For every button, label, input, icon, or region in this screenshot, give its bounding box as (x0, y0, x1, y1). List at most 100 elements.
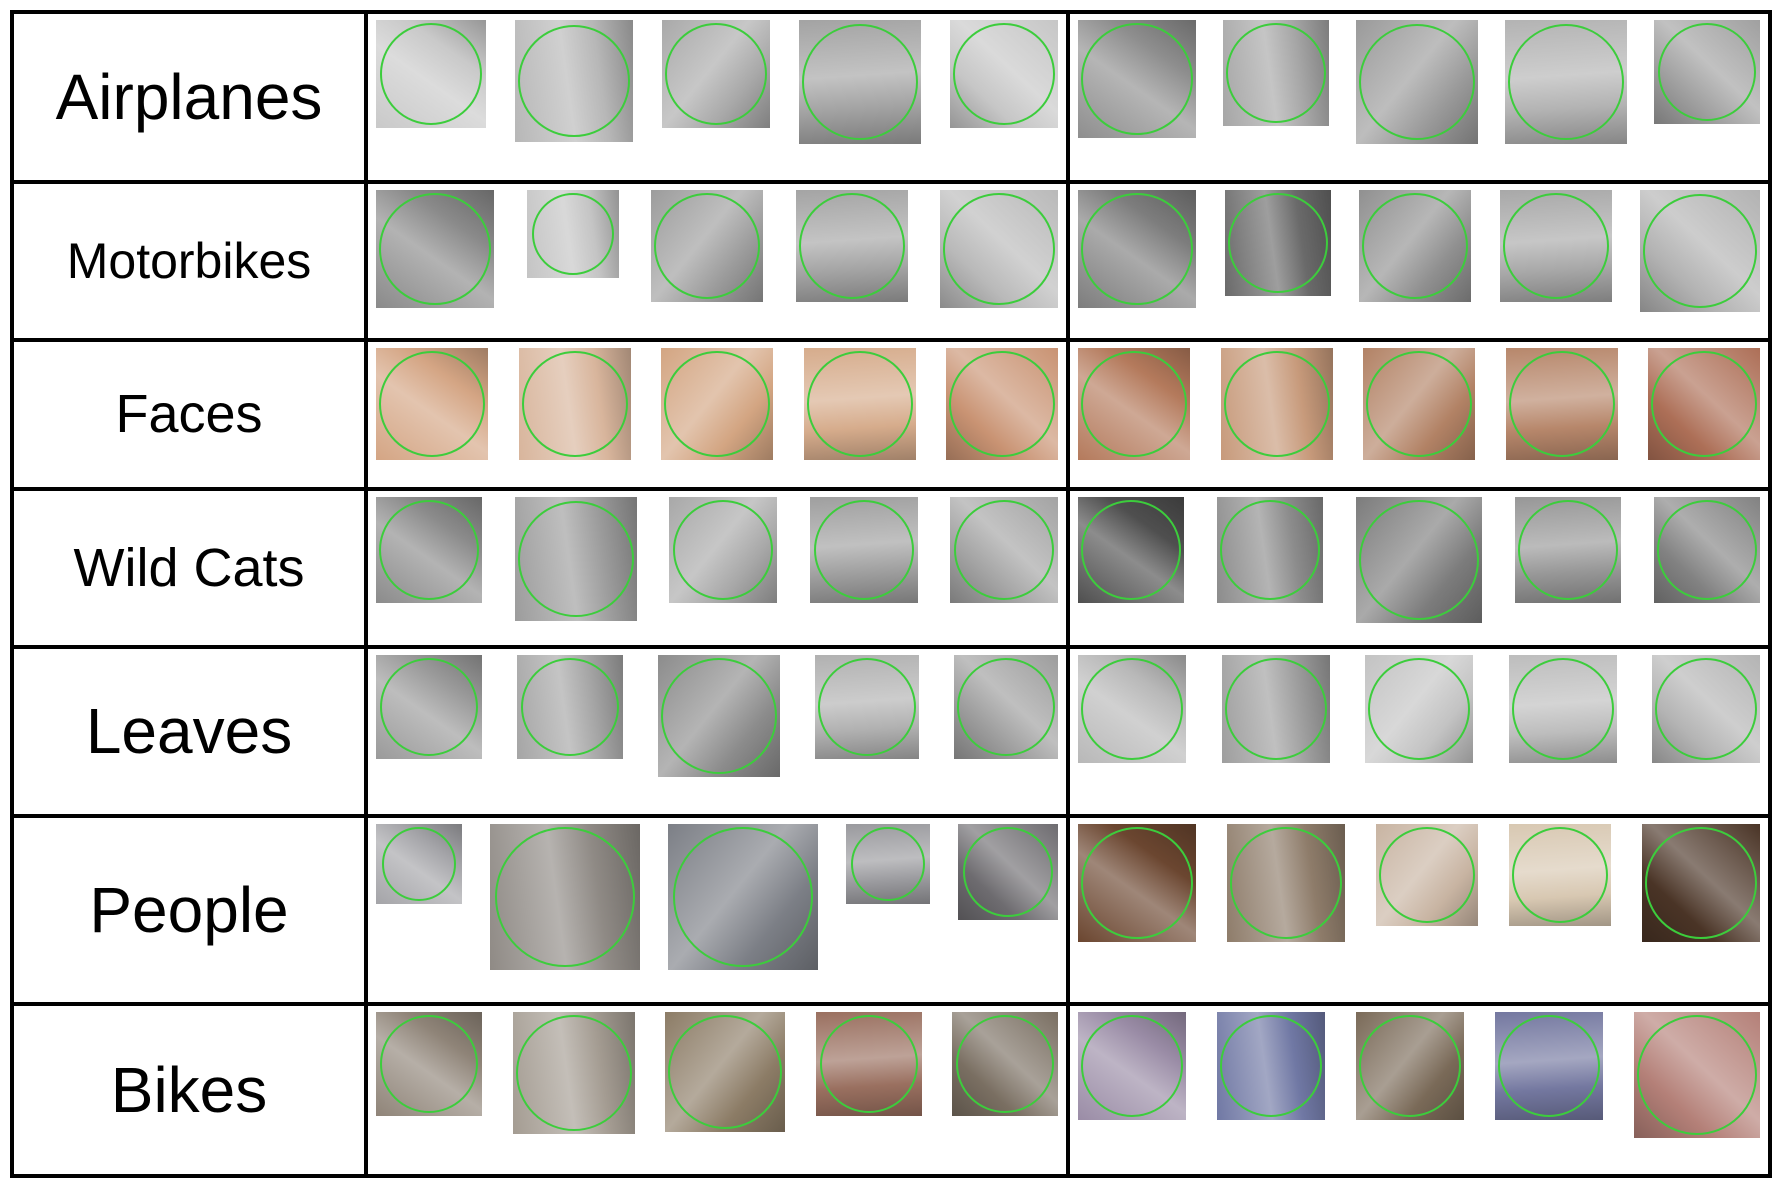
category-label-cell: Leaves (10, 644, 368, 819)
image-patch (1365, 654, 1473, 763)
detection-circle (1220, 1015, 1322, 1118)
detection-circle (379, 192, 491, 305)
detection-circle (954, 499, 1054, 600)
right-patch-strip (1078, 1012, 1760, 1168)
image-patch (815, 1012, 922, 1117)
detection-circle (1366, 350, 1472, 457)
left-patch-strip (376, 189, 1058, 332)
detection-circle (1081, 1015, 1183, 1118)
image-patch (1078, 496, 1184, 603)
detection-circle (1224, 657, 1327, 760)
detection-circle (1655, 657, 1757, 760)
image-patch (1356, 1012, 1464, 1121)
detection-circle (1362, 192, 1468, 299)
category-label-cell: Wild Cats (10, 486, 368, 649)
image-patch (1078, 1012, 1186, 1121)
detection-circle (1359, 1015, 1461, 1118)
image-patch (376, 1012, 482, 1117)
image-patch (1217, 496, 1323, 603)
right-patch-strip (1078, 189, 1760, 332)
detection-circle (818, 657, 916, 756)
image-patch (950, 20, 1058, 128)
right-patches-cell (1066, 644, 1772, 819)
right-patches-cell (1066, 179, 1772, 342)
detection-circle (518, 25, 630, 137)
image-patch (665, 1012, 785, 1133)
image-patch (661, 347, 773, 460)
detection-circle (957, 657, 1055, 756)
detection-circle (802, 24, 918, 140)
detection-circle (949, 350, 1055, 457)
detection-circle (1081, 23, 1193, 135)
left-patch-strip (376, 654, 1058, 809)
right-patch-strip (1078, 20, 1760, 174)
detection-circle (798, 192, 905, 299)
detection-circle (1081, 499, 1181, 600)
image-patch (954, 654, 1058, 759)
image-patch (799, 20, 921, 144)
image-patch (1515, 496, 1621, 603)
image-patch (376, 654, 482, 759)
detection-circle (851, 827, 925, 902)
category-label-cell: Bikes (10, 1002, 368, 1178)
right-patch-strip (1078, 824, 1760, 996)
image-patch (1356, 20, 1478, 144)
image-patch (1223, 20, 1329, 126)
image-patch (1078, 654, 1186, 763)
right-patches-cell (1066, 486, 1772, 649)
detection-circle (379, 499, 479, 600)
detection-circle (1359, 499, 1479, 620)
image-patch (1642, 824, 1760, 943)
category-row: Bikes (10, 1002, 1772, 1178)
detection-circle (806, 350, 913, 457)
detection-circle (1368, 657, 1470, 760)
category-label-cell: Faces (10, 337, 368, 491)
detection-circle (1637, 1015, 1757, 1136)
detection-circle (379, 350, 485, 457)
image-patch (1505, 347, 1618, 460)
image-patch (512, 1012, 635, 1135)
category-label: Faces (115, 384, 263, 445)
image-patch (1499, 189, 1612, 302)
detection-circle (1081, 827, 1193, 940)
detection-circle (1220, 499, 1320, 600)
image-patch (1359, 189, 1471, 302)
image-patch (376, 347, 488, 460)
image-patch (1221, 654, 1330, 763)
category-grid: Airplanes Motorbikes Faces Wild Cats Leaves P… (10, 10, 1772, 1178)
detection-circle (673, 827, 813, 968)
image-patch (846, 824, 930, 905)
image-patch (1227, 824, 1345, 943)
left-patch-strip (376, 347, 1058, 481)
detection-circle (1498, 1015, 1600, 1118)
detection-circle (1081, 192, 1193, 305)
detection-circle (1359, 24, 1475, 140)
left-patches-cell (364, 486, 1070, 649)
image-patch (803, 347, 916, 460)
detection-circle (654, 192, 760, 299)
left-patches-cell (364, 337, 1070, 491)
detection-circle (956, 1015, 1054, 1114)
image-patch (1634, 1012, 1760, 1139)
image-patch (795, 189, 908, 302)
category-label: Airplanes (55, 60, 323, 133)
image-patch (376, 824, 462, 905)
image-patch (514, 496, 637, 621)
image-patch (1363, 347, 1475, 460)
image-patch (662, 20, 770, 128)
detection-circle (668, 1015, 782, 1130)
image-patch (669, 496, 777, 603)
detection-circle (1508, 350, 1615, 457)
right-patch-strip (1078, 654, 1760, 809)
image-patch (958, 824, 1058, 921)
detection-circle (963, 827, 1053, 918)
image-patch (946, 347, 1058, 460)
image-patch (526, 189, 619, 278)
category-row: Faces (10, 337, 1772, 491)
category-label: Bikes (110, 1054, 268, 1127)
detection-circle (1643, 193, 1757, 308)
image-patch (950, 496, 1058, 603)
image-patch (1654, 20, 1760, 124)
image-patch (517, 654, 623, 759)
left-patch-strip (376, 496, 1058, 639)
